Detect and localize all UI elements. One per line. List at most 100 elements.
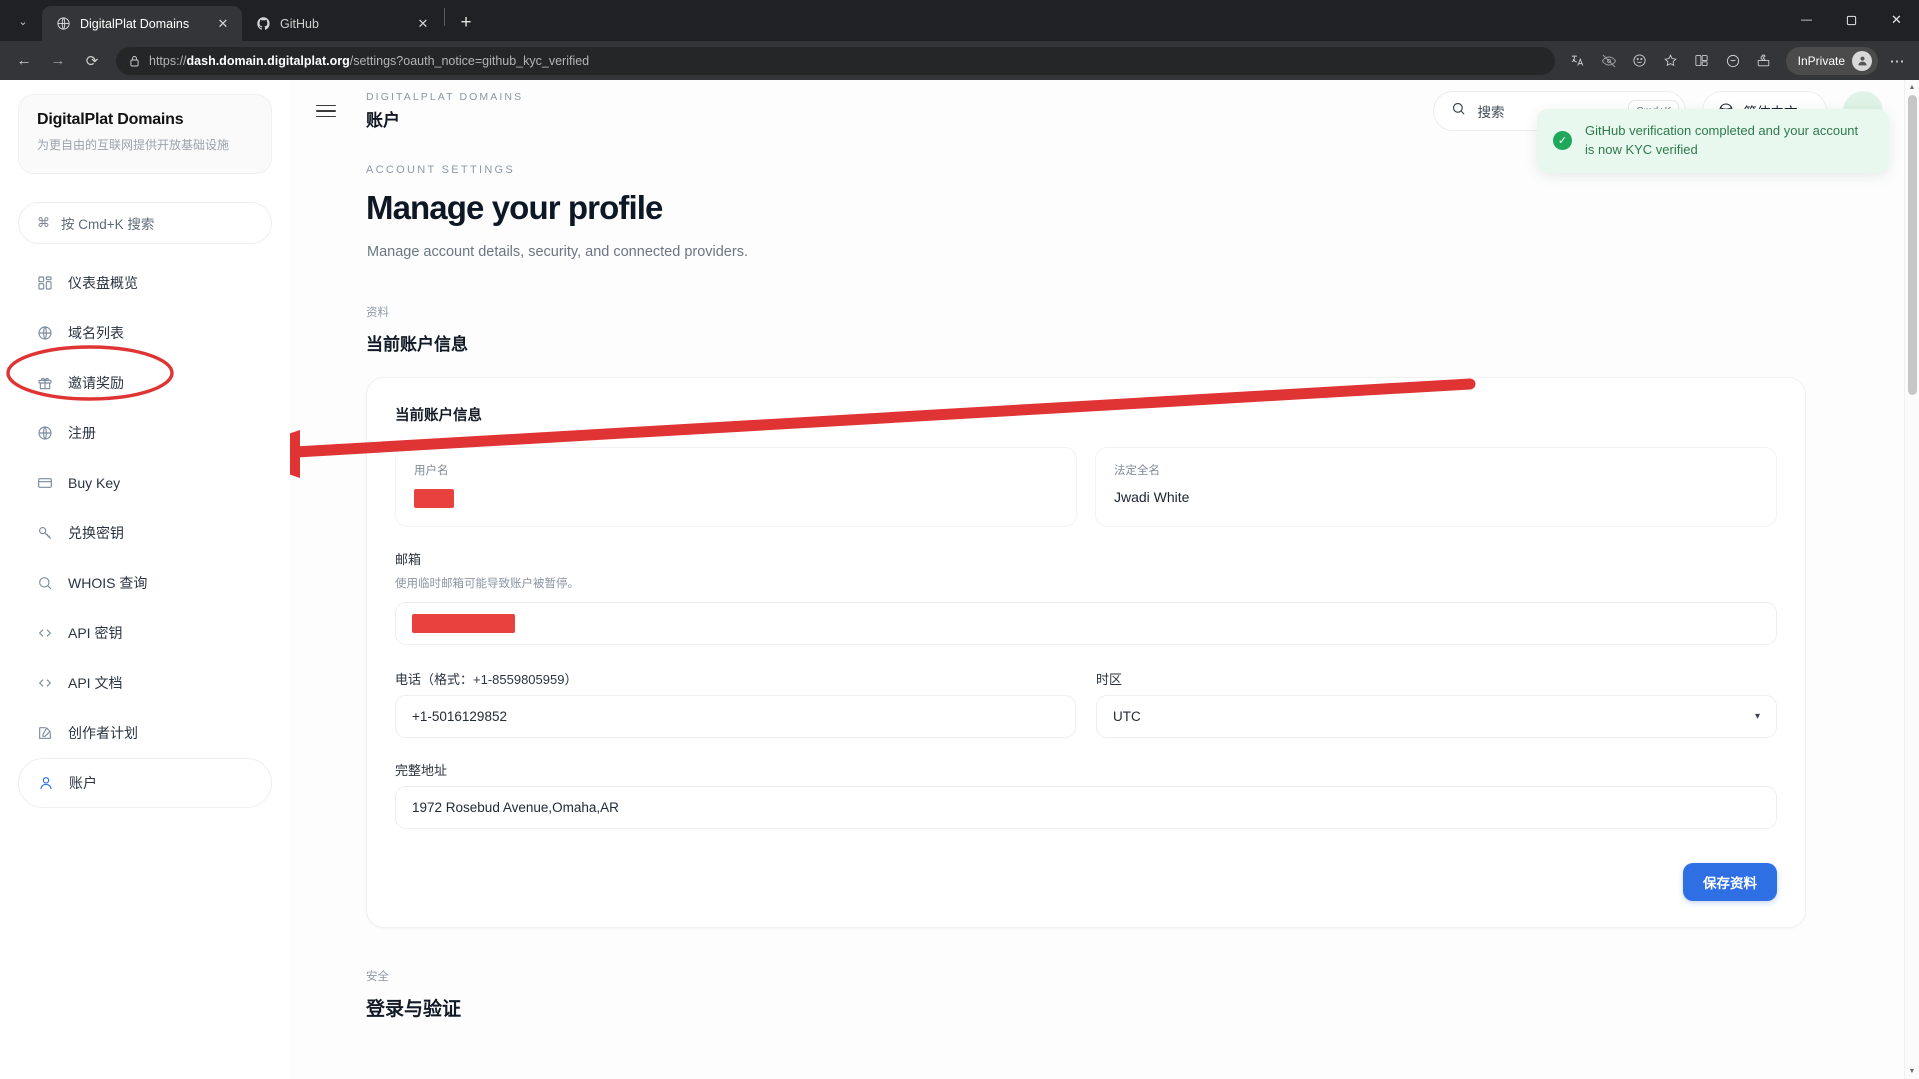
phone-value: +1-5016129852 [412,709,507,724]
search-icon [36,574,54,592]
toast-message: GitHub verification completed and your a… [1585,123,1859,157]
tab-list-chevron-icon[interactable]: ⌄ [18,15,28,28]
lock-icon [129,55,140,67]
toolbar-icon-group [1563,47,1779,75]
new-tab-button[interactable]: + [460,12,472,33]
sidebar-item-label: 创作者计划 [68,724,138,741]
identity-row: 用户名 法定全名 Jwadi White [395,447,1777,527]
github-icon [255,16,271,32]
url-host: dash.domain.digitalplat.org [186,53,350,68]
sidebar-item-label: 邀请奖励 [68,374,124,391]
scroll-down-arrow-icon[interactable]: ▼ [1908,1068,1916,1075]
tab-digitalplat-domains[interactable]: DigitalPlat Domains ✕ [42,6,242,41]
page-title: 账户 [366,111,400,130]
redaction-bar [412,614,515,633]
address-field: 完整地址 1972 Rosebud Avenue,Omaha,AR [395,760,1777,829]
extensions-icon[interactable] [1749,47,1779,75]
topbar-titles: DIGITALPLAT DOMAINS 账户 [366,91,523,131]
url-scheme: https:// [149,53,187,68]
maximize-button[interactable] [1829,0,1874,40]
sidebar-item-register[interactable]: 注册 [18,408,272,458]
sidebar-item-label: API 密钥 [68,624,123,641]
scroll-up-arrow-icon[interactable]: ▲ [1908,84,1916,91]
avatar [1852,50,1872,71]
sidebar: DigitalPlat Domains 为更自由的互联网提供开放基础设施 ⌘ 按… [0,80,290,1079]
brand-card: DigitalPlat Domains 为更自由的互联网提供开放基础设施 [18,94,272,174]
save-profile-button[interactable]: 保存资料 [1683,863,1777,901]
sidebar-item-label: 账户 [69,774,97,791]
copilot-icon[interactable] [1718,47,1748,75]
timezone-field: 时区 UTC ▾ [1096,669,1777,738]
gift-icon [36,374,54,392]
eye-slash-icon[interactable] [1594,47,1624,75]
url-text: https://dash.domain.digitalplat.org/sett… [149,54,589,68]
toast-notification: ✓ GitHub verification completed and your… [1537,109,1889,173]
minimize-button[interactable]: — [1801,14,1812,26]
tab-title: DigitalPlat Domains [80,16,190,31]
tab-divider [444,7,445,26]
content-title: Manage your profile [366,189,663,226]
sidebar-item-domain-list[interactable]: 域名列表 [18,308,272,358]
username-field-box: 用户名 [395,447,1077,527]
sidebar-item-buy-key[interactable]: Buy Key [18,458,272,508]
sidebar-item-dashboard[interactable]: 仪表盘概览 [18,258,272,308]
search-icon [1451,101,1466,121]
browser-menu-button[interactable]: ⋯ [1889,52,1905,70]
chevron-down-icon: ▾ [1754,711,1760,722]
legal-name-label: 法定全名 [1114,465,1160,477]
back-button[interactable]: ← [16,52,32,69]
forward-button[interactable]: → [50,52,66,69]
content-subtitle: Manage account details, security, and co… [367,244,748,260]
url-path: /settings?oauth_notice=github_kyc_verifi… [349,53,590,68]
sidebar-item-api-key[interactable]: API 密钥 [18,608,272,658]
check-circle-icon: ✓ [1553,131,1572,151]
hamburger-icon[interactable] [316,97,344,125]
globe-icon [36,424,54,442]
phone-label: 电话（格式：+1-8559805959） [395,672,578,687]
content-area: ACCOUNT SETTINGS Manage your profile Man… [290,164,1919,1021]
legal-name-field-box: 法定全名 Jwadi White [1095,447,1777,527]
tab-github[interactable]: GitHub ✕ [242,6,442,41]
redaction-bar [414,489,454,508]
globe-icon [55,16,71,32]
section-eyebrow-security: 安全 [366,971,389,983]
sidebar-search-trigger[interactable]: ⌘ 按 Cmd+K 搜索 [18,201,272,244]
phone-field: 电话（格式：+1-8559805959） +1-5016129852 [395,669,1076,738]
inprivate-indicator[interactable]: InPrivate [1785,46,1878,75]
card-heading: 当前账户信息 [395,408,482,424]
sidebar-item-whois-lookup[interactable]: WHOIS 查询 [18,558,272,608]
close-window-button[interactable]: ✕ [1891,12,1902,27]
page-scrollbar[interactable]: ▲ ▼ [1904,80,1919,1079]
collections-icon[interactable] [1687,47,1717,75]
translate-icon[interactable] [1563,47,1593,75]
sidebar-item-referral-rewards[interactable]: 邀请奖励 [18,358,272,408]
brand-name: DigitalPlat Domains [37,111,184,128]
inprivate-label: InPrivate [1797,53,1845,68]
sidebar-item-api-docs[interactable]: API 文档 [18,658,272,708]
email-field: 邮箱 使用临时邮箱可能导致账户被暂停。 [395,549,1777,645]
code-icon [36,674,54,692]
main-content: DIGITALPLAT DOMAINS 账户 搜索 Cmd+K 简体中文 [290,80,1919,1079]
key-icon [36,524,54,542]
address-bar[interactable]: https://dash.domain.digitalplat.org/sett… [116,46,1555,75]
username-label: 用户名 [414,465,449,477]
scrollbar-thumb[interactable] [1908,95,1917,395]
sidebar-item-label: 域名列表 [68,324,124,341]
phone-input[interactable]: +1-5016129852 [395,695,1076,738]
sidebar-item-account[interactable]: 账户 [18,757,272,808]
close-icon[interactable]: ✕ [217,15,229,31]
page-viewport: DigitalPlat Domains 为更自由的互联网提供开放基础设施 ⌘ 按… [0,80,1919,1079]
email-input[interactable] [395,602,1777,645]
star-icon[interactable] [1656,47,1686,75]
emoji-icon[interactable] [1625,47,1655,75]
sidebar-item-creator-program[interactable]: 创作者计划 [18,708,272,758]
reload-button[interactable]: ⟳ [85,52,99,70]
address-input[interactable]: 1972 Rosebud Avenue,Omaha,AR [395,786,1777,829]
section-title-profile: 当前账户信息 [366,335,468,354]
close-icon[interactable]: ✕ [417,15,429,31]
sidebar-item-label: WHOIS 查询 [68,574,148,591]
timezone-select[interactable]: UTC ▾ [1096,695,1777,738]
card-icon [36,474,54,492]
sidebar-item-redeem-key[interactable]: 兑换密钥 [18,508,272,558]
